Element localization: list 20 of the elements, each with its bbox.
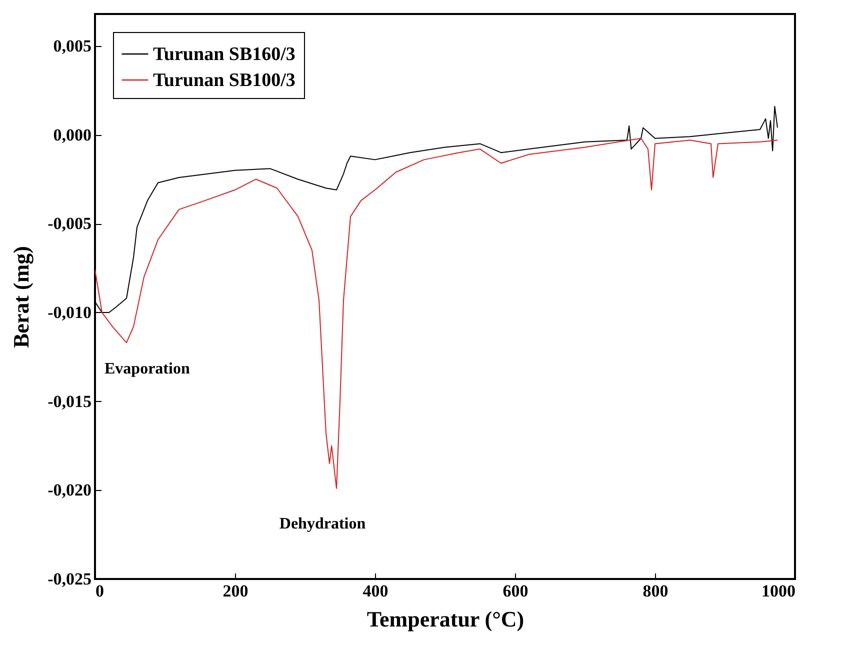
y-tick-label: -0,005 (48, 214, 92, 234)
y-tick-label: -0,010 (48, 302, 92, 322)
x-tick-label: 0 (96, 582, 104, 600)
y-axis-title: Berat (mg) (8, 246, 34, 348)
annotation: Evaporation (104, 360, 190, 378)
y-tick-label: 0,005 (53, 36, 92, 56)
x-tick-label: 1000 (762, 582, 796, 600)
y-tick-label: 0,000 (53, 125, 92, 144)
x-tick-label: 600 (502, 582, 528, 600)
line-series (95, 138, 778, 489)
x-tick-label: 200 (222, 582, 248, 600)
legend-label: Turunan SB100/3 (153, 70, 296, 91)
legend-label: Turunan SB160/3 (153, 44, 296, 65)
y-tick-label: -0,025 (48, 570, 92, 588)
annotation: Dehydration (279, 515, 366, 532)
y-tick-label: -0,020 (48, 480, 92, 500)
x-tick-label: 800 (642, 582, 668, 600)
x-axis-title: Temperatur (°C) (366, 606, 524, 632)
y-tick-label: -0,015 (48, 392, 92, 411)
x-tick-label: 400 (362, 582, 388, 600)
